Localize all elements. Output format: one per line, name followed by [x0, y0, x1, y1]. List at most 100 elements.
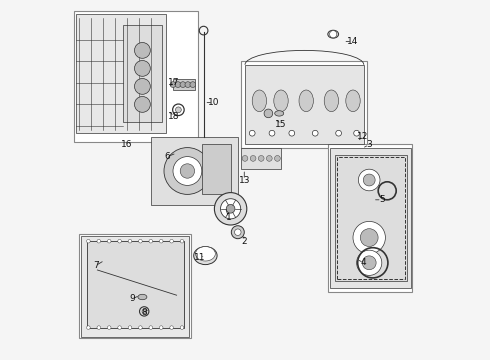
Circle shape: [354, 130, 360, 136]
Polygon shape: [122, 25, 162, 122]
Polygon shape: [335, 155, 407, 281]
Text: 6: 6: [165, 152, 171, 161]
Circle shape: [134, 60, 150, 76]
Circle shape: [164, 148, 211, 194]
Text: 5: 5: [379, 195, 385, 204]
Circle shape: [289, 130, 294, 136]
Polygon shape: [245, 65, 364, 144]
Circle shape: [363, 174, 375, 186]
Text: 11: 11: [194, 253, 206, 262]
Circle shape: [180, 239, 184, 243]
Circle shape: [87, 239, 90, 243]
Circle shape: [274, 156, 280, 161]
Circle shape: [97, 239, 100, 243]
Circle shape: [142, 309, 147, 314]
Circle shape: [358, 169, 380, 191]
Circle shape: [149, 326, 152, 329]
Text: 9: 9: [130, 294, 136, 303]
Circle shape: [159, 326, 163, 329]
Circle shape: [258, 156, 264, 161]
Text: 4: 4: [361, 258, 367, 267]
Text: 14: 14: [346, 37, 358, 46]
Text: 12: 12: [357, 132, 369, 141]
Circle shape: [170, 239, 173, 243]
Text: 15: 15: [275, 120, 287, 129]
Circle shape: [220, 199, 241, 219]
Text: 18: 18: [169, 112, 180, 121]
Circle shape: [107, 239, 111, 243]
Circle shape: [250, 156, 256, 161]
Polygon shape: [330, 148, 411, 288]
Circle shape: [269, 130, 275, 136]
Circle shape: [170, 82, 176, 87]
Circle shape: [180, 164, 195, 178]
Circle shape: [362, 256, 376, 270]
Ellipse shape: [328, 30, 339, 38]
Circle shape: [357, 250, 382, 275]
Ellipse shape: [252, 90, 267, 112]
Bar: [242, 61, 368, 148]
Circle shape: [242, 156, 248, 161]
Circle shape: [118, 326, 122, 329]
Circle shape: [173, 157, 202, 185]
Circle shape: [231, 226, 245, 239]
Ellipse shape: [194, 247, 217, 265]
Circle shape: [139, 239, 142, 243]
Circle shape: [353, 221, 386, 254]
Polygon shape: [76, 14, 166, 133]
Circle shape: [139, 326, 142, 329]
Circle shape: [159, 239, 163, 243]
Ellipse shape: [324, 90, 339, 112]
Circle shape: [107, 326, 111, 329]
Circle shape: [190, 82, 196, 87]
Ellipse shape: [275, 111, 284, 116]
Circle shape: [87, 326, 90, 329]
Circle shape: [235, 229, 241, 235]
Circle shape: [134, 78, 150, 94]
Circle shape: [134, 96, 150, 112]
Circle shape: [185, 82, 191, 87]
Circle shape: [180, 326, 184, 329]
Circle shape: [97, 326, 100, 329]
Circle shape: [128, 326, 132, 329]
Circle shape: [264, 109, 273, 118]
Circle shape: [175, 82, 181, 87]
Polygon shape: [202, 144, 231, 194]
Bar: [79, 234, 191, 338]
Circle shape: [330, 31, 337, 38]
Circle shape: [215, 193, 247, 225]
Text: 16: 16: [121, 140, 133, 149]
Text: 8: 8: [141, 308, 147, 317]
Circle shape: [180, 82, 186, 87]
Polygon shape: [242, 148, 281, 169]
Text: 1: 1: [226, 213, 232, 222]
Circle shape: [312, 130, 318, 136]
Polygon shape: [81, 236, 189, 337]
Circle shape: [226, 204, 235, 213]
Text: 7: 7: [93, 261, 98, 270]
Polygon shape: [87, 241, 184, 328]
Circle shape: [175, 107, 181, 113]
Circle shape: [267, 156, 272, 161]
Text: 17: 17: [169, 78, 180, 87]
Ellipse shape: [299, 90, 314, 112]
Circle shape: [336, 130, 342, 136]
Text: 10: 10: [208, 98, 219, 107]
Bar: [328, 144, 413, 292]
Circle shape: [128, 239, 132, 243]
Circle shape: [249, 130, 255, 136]
Ellipse shape: [346, 90, 360, 112]
Circle shape: [134, 42, 150, 58]
Text: 13: 13: [239, 176, 250, 185]
Polygon shape: [173, 79, 195, 90]
Polygon shape: [151, 137, 238, 205]
Circle shape: [170, 326, 173, 329]
Circle shape: [360, 229, 378, 247]
Text: 3: 3: [367, 140, 372, 149]
Text: 2: 2: [241, 237, 247, 246]
Ellipse shape: [196, 247, 215, 261]
Ellipse shape: [138, 294, 147, 300]
Circle shape: [149, 239, 152, 243]
Circle shape: [118, 239, 122, 243]
Bar: [74, 11, 198, 142]
